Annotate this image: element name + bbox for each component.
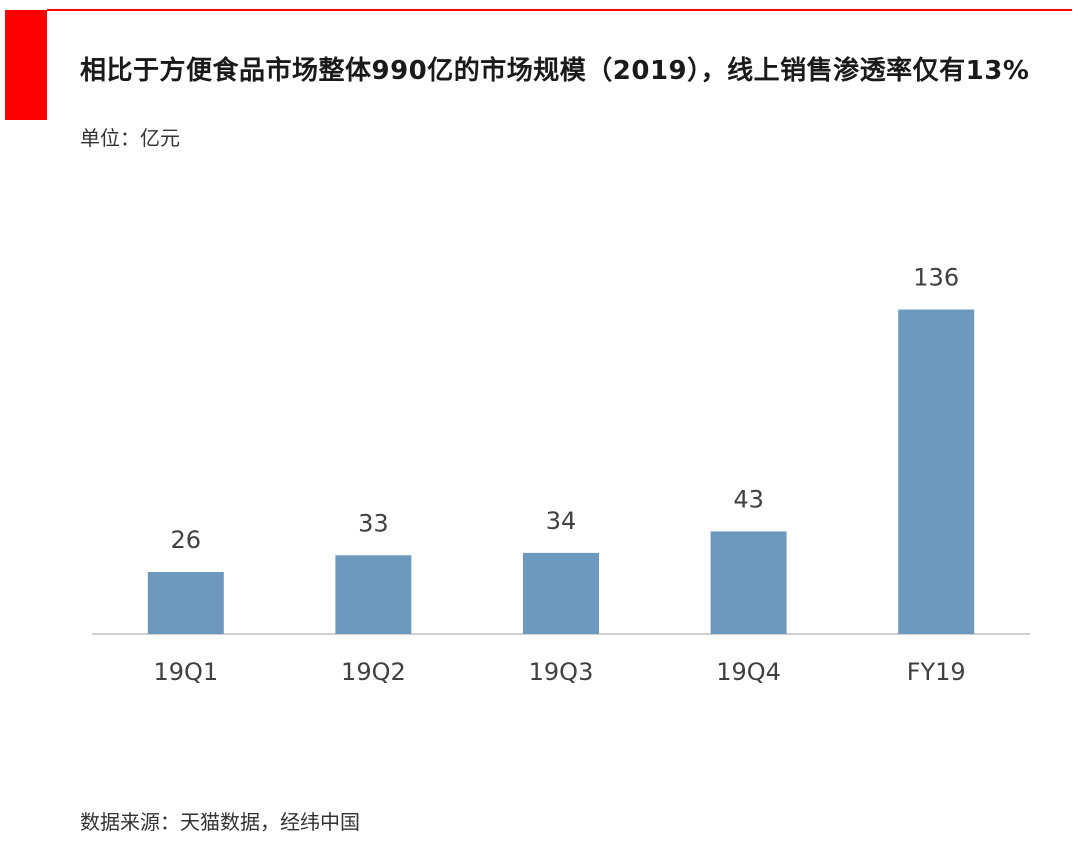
category-label-19q2: 19Q2 (341, 658, 406, 686)
value-label-fy19: 136 (913, 264, 959, 292)
value-label-19q3: 34 (546, 507, 577, 535)
category-label-19q4: 19Q4 (716, 658, 781, 686)
bar-fy19 (898, 309, 975, 634)
bar-19q4 (710, 531, 787, 634)
category-label-group: 19Q1 19Q2 19Q3 19Q4 FY19 (153, 658, 965, 686)
category-label-19q3: 19Q3 (529, 658, 594, 686)
bar-19q1 (147, 571, 224, 634)
category-label-fy19: FY19 (907, 658, 966, 686)
source-note: 数据来源：天猫数据，经纬中国 (80, 810, 360, 834)
header-rule (47, 9, 1072, 11)
category-label-19q1: 19Q1 (153, 658, 218, 686)
value-label-19q2: 33 (358, 509, 389, 537)
value-label-19q4: 43 (733, 485, 764, 513)
value-label-group: 26 33 34 43 136 (171, 264, 960, 554)
accent-bar (5, 10, 47, 120)
bar-group (147, 309, 975, 634)
bar-19q2 (335, 555, 412, 634)
chart-title: 相比于方便食品市场整体990亿的市场规模（2019），线上销售渗透率仅有13% (80, 56, 1030, 86)
value-label-19q1: 26 (171, 526, 202, 554)
unit-label: 单位：亿元 (80, 126, 180, 150)
bar-19q3 (523, 552, 599, 634)
